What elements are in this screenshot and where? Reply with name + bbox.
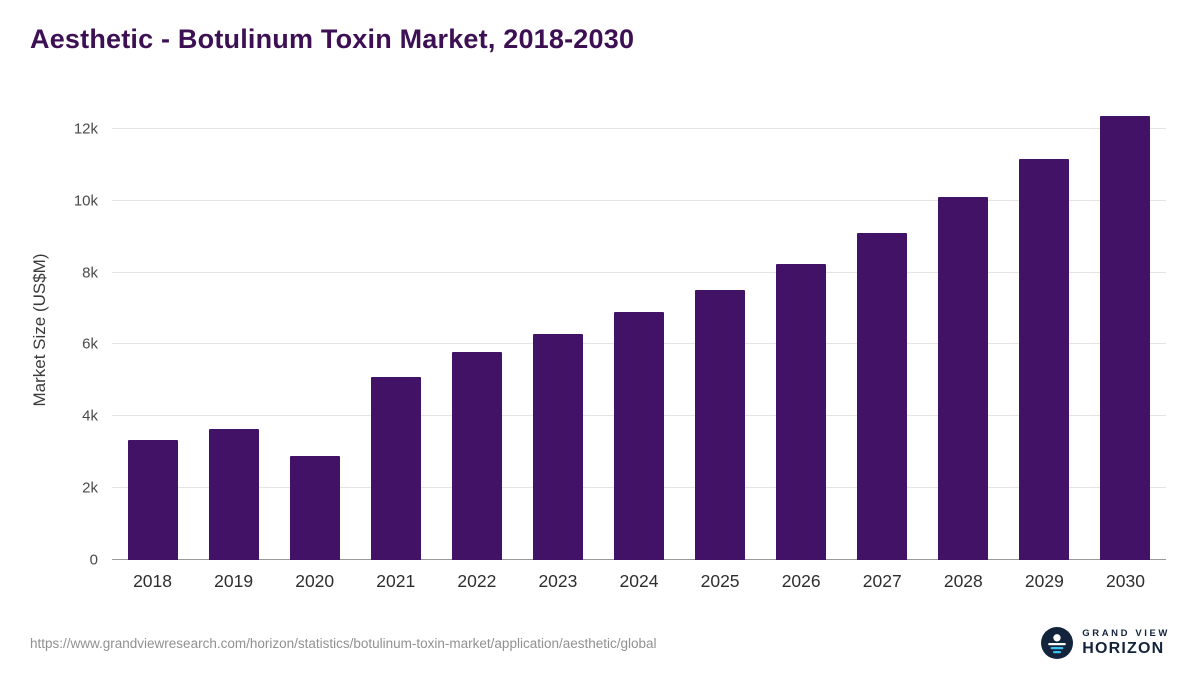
bar-2028 xyxy=(938,197,989,560)
plot-area: 0 2k 4k 6k 8k 10k 12k xyxy=(74,100,1166,569)
bar-chart: Market Size (US$M) 0 2k 4k 6k 8k 10k 12k 2018 2… xyxy=(30,100,1166,592)
bar-cell xyxy=(355,100,436,560)
y-tick-label: 10k xyxy=(73,192,98,210)
page-title: Aesthetic - Botulinum Toxin Market, 2018… xyxy=(30,24,635,54)
x-axis-labels: 2018 2019 2020 2021 2022 2023 2024 2025 2026 2027… xyxy=(112,571,1166,592)
bar-2030 xyxy=(1100,116,1151,560)
y-tick-label: 12k xyxy=(73,120,98,138)
bar-cell xyxy=(842,100,923,560)
grandview-horizon-logo: GRAND VIEW HORIZON xyxy=(1041,627,1170,659)
bar-cell xyxy=(517,100,598,560)
x-tick-label: 2028 xyxy=(943,571,983,591)
gridline xyxy=(112,199,1166,201)
bar-2024 xyxy=(614,312,664,560)
bar-cell xyxy=(436,100,517,560)
bar-cell xyxy=(274,100,355,560)
y-tick-label: 6k xyxy=(82,335,98,353)
bar-2019 xyxy=(208,428,259,560)
bar-2025 xyxy=(695,290,746,560)
x-tick-label: 2018 xyxy=(133,571,172,591)
y-tick-label: 0 xyxy=(89,551,98,569)
x-tick-label: 2029 xyxy=(1024,571,1064,591)
y-tick-label: 8k xyxy=(82,264,98,281)
bar-cell xyxy=(112,100,193,560)
x-tick-label: 2025 xyxy=(700,571,740,591)
bar-cell xyxy=(1085,100,1166,560)
bar-2022 xyxy=(451,351,502,560)
bar-2020 xyxy=(289,455,340,560)
bar-cell xyxy=(923,100,1004,560)
x-tick-label: 2023 xyxy=(538,571,578,591)
x-tick-label: 2021 xyxy=(376,571,416,591)
y-tick-label: 4k xyxy=(82,407,98,425)
bar-2018 xyxy=(127,439,178,560)
bar-cell xyxy=(761,100,842,560)
horizon-logo-icon xyxy=(1041,627,1074,659)
bar-cell xyxy=(598,100,679,560)
bar-cell xyxy=(680,100,761,560)
bar-cell xyxy=(1004,100,1085,560)
x-tick-label: 2022 xyxy=(457,571,497,591)
gridline xyxy=(112,127,1166,129)
y-axis-title: Market Size (US$M) xyxy=(30,253,49,407)
x-tick-label: 2026 xyxy=(781,571,821,591)
bar-2021 xyxy=(370,376,421,560)
logo-text: GRAND VIEW HORIZON xyxy=(1082,628,1170,659)
bars-container xyxy=(112,100,1166,560)
gridline xyxy=(112,271,1166,273)
footer: https://www.grandviewresearch.com/horizo… xyxy=(30,627,1170,659)
bar-cell xyxy=(193,100,274,560)
x-tick-label: 2024 xyxy=(619,571,659,591)
logo-text-bottom: HORIZON xyxy=(1082,640,1165,658)
x-tick-label: 2030 xyxy=(1106,571,1145,591)
logo-text-top: GRAND VIEW xyxy=(1082,627,1170,639)
bar-2029 xyxy=(1019,159,1070,560)
x-tick-label: 2019 xyxy=(214,571,254,591)
source-url: https://www.grandviewresearch.com/horizo… xyxy=(30,635,657,651)
bar-2027 xyxy=(857,232,908,560)
y-tick-label: 2k xyxy=(82,479,98,497)
x-tick-label: 2020 xyxy=(295,571,335,591)
bar-2023 xyxy=(532,333,583,560)
x-tick-label: 2027 xyxy=(862,571,902,591)
bar-2026 xyxy=(776,263,827,560)
